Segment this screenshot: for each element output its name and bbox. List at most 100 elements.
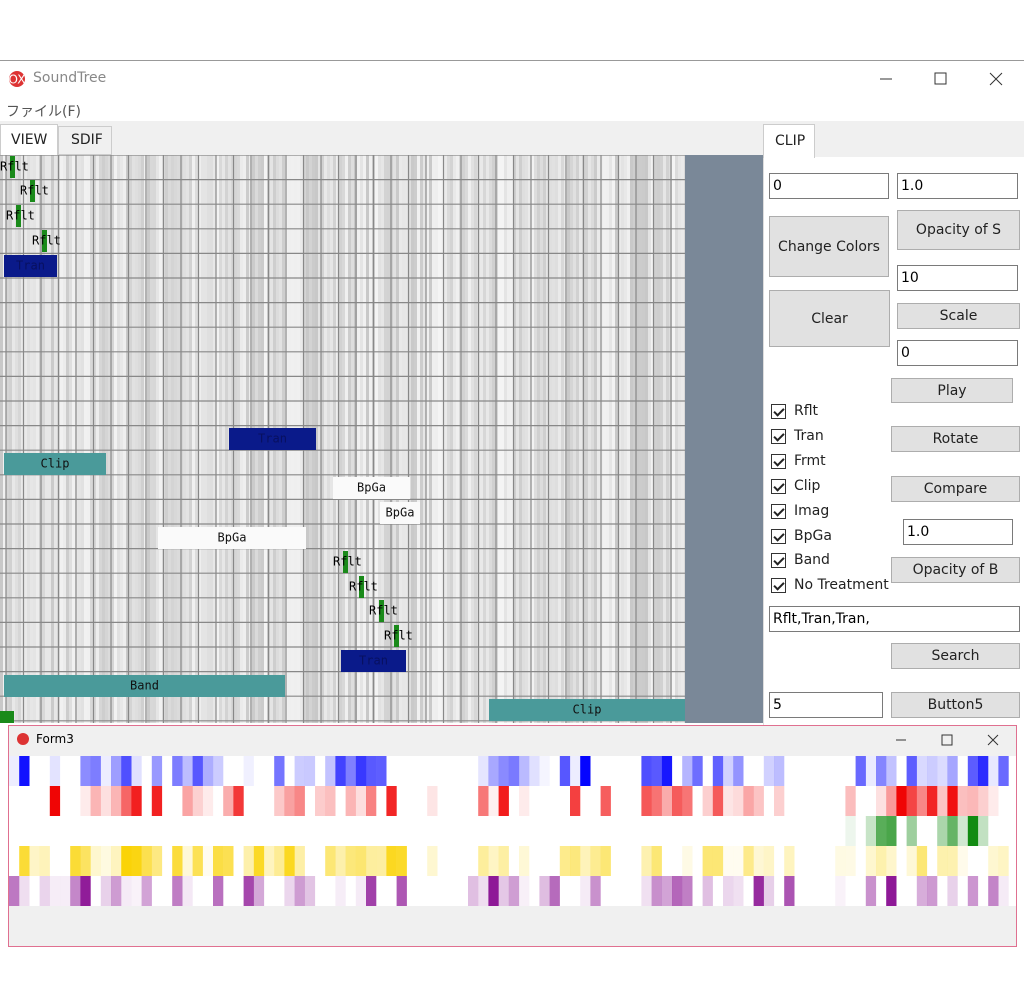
checkbox[interactable] [771, 503, 786, 519]
tab[interactable]: CLIP [763, 124, 815, 158]
block-label: Tran [359, 654, 388, 668]
checkbox[interactable] [771, 478, 786, 494]
button[interactable]: Scale [897, 303, 1020, 329]
heat-cell [876, 816, 887, 846]
heat-cell [641, 876, 652, 906]
heat-cell [967, 816, 979, 846]
checkbox-label: No Treatment [794, 577, 889, 594]
text-input[interactable]: 10 [897, 265, 1018, 291]
stripe [609, 155, 612, 723]
heat-cell [366, 786, 377, 816]
window-controls[interactable] [870, 66, 1020, 92]
stripe [6, 155, 9, 723]
checkbox-label: Tran [794, 427, 824, 444]
stripe [138, 155, 141, 723]
stripe [129, 155, 132, 723]
text-input[interactable]: 1.0 [903, 519, 1013, 545]
stripe [369, 155, 372, 723]
stripe [336, 155, 339, 723]
text-input[interactable]: 1.0 [897, 173, 1018, 199]
stripe [411, 155, 414, 723]
stripe [27, 155, 30, 723]
stripe [549, 155, 552, 723]
app-icon: OX [9, 71, 25, 87]
heat-cell [733, 846, 744, 876]
button[interactable]: Clear [769, 290, 890, 347]
heat-cell [906, 756, 917, 786]
button[interactable]: Change Colors [769, 216, 889, 277]
heat-cell [325, 756, 336, 786]
heat-cell [121, 786, 132, 816]
stripe [504, 155, 507, 723]
heat-cell [49, 876, 61, 906]
stripe [405, 155, 408, 723]
menu-file[interactable]: ファイル(F) [6, 104, 81, 120]
block-label: Tran [258, 432, 287, 446]
tab[interactable]: SDIF [58, 126, 112, 155]
heat-cell [498, 876, 509, 906]
heat-cell [947, 786, 958, 816]
border [0, 60, 1024, 61]
window-controls[interactable] [880, 730, 1010, 750]
stripe [630, 155, 633, 723]
heat-cell [876, 756, 887, 786]
heat-cell [651, 756, 662, 786]
button[interactable]: Button5 [891, 692, 1020, 718]
stripe [9, 155, 12, 723]
stripe [423, 155, 426, 723]
button[interactable]: Search [891, 643, 1020, 669]
heat-cell [19, 876, 30, 906]
heat-cell [202, 846, 214, 876]
heat-cell [90, 786, 101, 816]
heat-cell [488, 756, 499, 786]
stripe [594, 155, 597, 723]
stripe [537, 155, 540, 723]
stripe [360, 155, 363, 723]
heat-cell [855, 756, 866, 786]
heat-cell [345, 756, 356, 786]
heat-cell [202, 786, 214, 816]
heat-cell [192, 846, 203, 876]
heat-cell [172, 756, 183, 786]
stripe [585, 155, 588, 723]
stripe [150, 155, 153, 723]
stripe [579, 155, 582, 723]
heat-cell [865, 876, 877, 906]
heat-cell [753, 786, 764, 816]
checkbox[interactable] [771, 578, 786, 594]
text-input[interactable]: 5 [769, 692, 883, 718]
button[interactable]: Opacity of B [891, 557, 1020, 583]
heat-cell [937, 756, 948, 786]
heat-cell [131, 786, 142, 816]
checkbox[interactable] [771, 553, 786, 569]
heat-cell [386, 846, 397, 876]
checkbox[interactable] [771, 453, 786, 469]
block-label: Rflt [369, 604, 398, 618]
stripe [480, 155, 483, 723]
checkbox[interactable] [771, 528, 786, 544]
button[interactable]: Rotate [891, 426, 1020, 452]
heat-cell [916, 756, 928, 786]
stripe [489, 155, 492, 723]
stripe [648, 155, 651, 723]
text-input[interactable]: 0 [897, 340, 1018, 366]
checkbox[interactable] [771, 428, 786, 444]
text-input[interactable]: 0 [769, 173, 889, 199]
stripe [63, 155, 66, 723]
checkbox[interactable] [771, 404, 786, 419]
window-title: SoundTree [33, 70, 107, 86]
stripe [159, 155, 162, 723]
tab[interactable]: VIEW [0, 124, 58, 156]
heat-cell [519, 846, 530, 876]
text-input[interactable]: Rflt,Tran,Tran, [769, 606, 1020, 632]
button[interactable]: Compare [891, 476, 1020, 502]
button[interactable]: Play [891, 378, 1013, 403]
stripe [636, 155, 639, 723]
stripe [96, 155, 99, 723]
heat-cell [488, 846, 499, 876]
heat-cell [488, 876, 499, 906]
heat-cell [111, 756, 122, 786]
stripe [528, 155, 531, 723]
heat-cell [957, 786, 968, 816]
button[interactable]: Opacity of S [897, 210, 1020, 250]
